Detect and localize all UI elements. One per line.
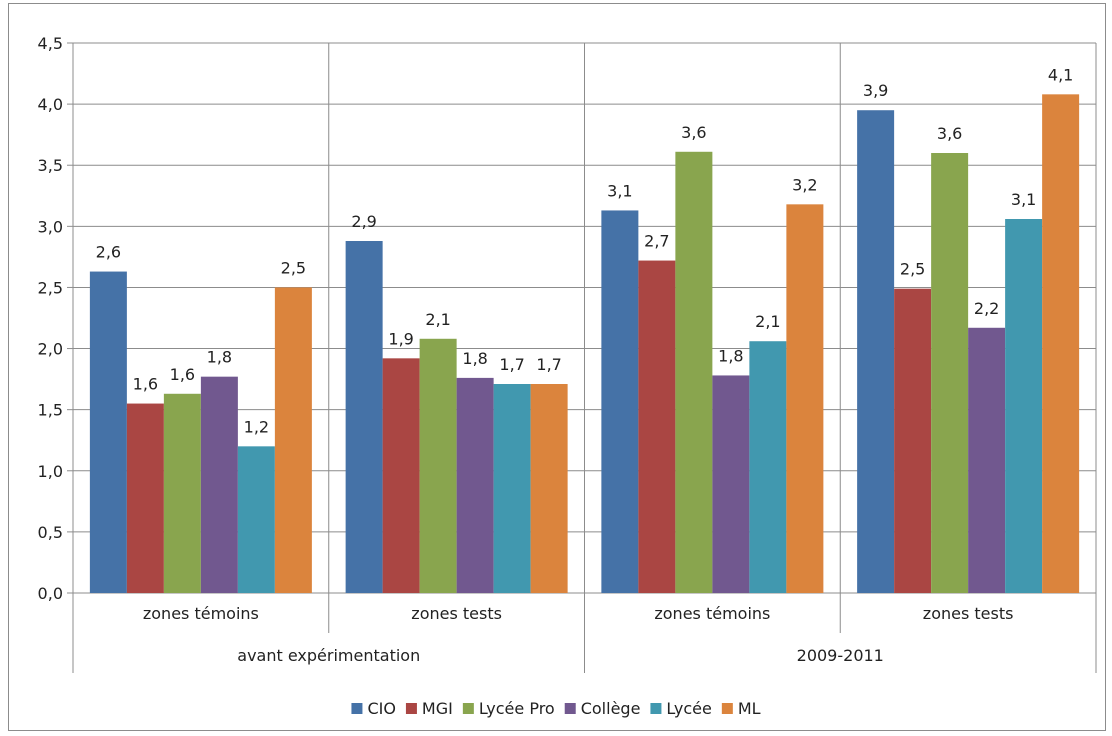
- y-tick-label: 4,5: [38, 34, 63, 53]
- data-label: 4,1: [1048, 65, 1073, 84]
- group-label: 2009-2011: [797, 646, 884, 665]
- legend-label: Lycée Pro: [479, 699, 555, 718]
- data-label: 2,9: [351, 212, 376, 231]
- data-label: 3,6: [937, 124, 962, 143]
- bar-mgi: [382, 358, 420, 593]
- bar-collège: [712, 375, 750, 593]
- data-label: 2,7: [644, 232, 669, 251]
- data-label: 3,9: [863, 81, 888, 100]
- bar-cio: [345, 241, 383, 593]
- bar-lycée: [1005, 219, 1043, 593]
- bar-ml: [1042, 94, 1080, 593]
- group-label: avant expérimentation: [237, 646, 420, 665]
- legend-swatch: [721, 703, 733, 714]
- data-label: 2,6: [96, 243, 121, 262]
- bar-cio: [857, 110, 895, 593]
- bar-lycée-pro: [675, 151, 713, 593]
- data-label: 2,1: [425, 310, 450, 329]
- bar-cio: [601, 210, 639, 593]
- y-tick-label: 2,5: [38, 278, 63, 297]
- legend-label: CIO: [367, 699, 395, 718]
- data-label: 1,2: [244, 417, 269, 436]
- y-tick-label: 0,5: [38, 523, 63, 542]
- bar-collège: [968, 327, 1006, 593]
- legend-label: Collège: [581, 699, 641, 718]
- legend-label: MGI: [422, 699, 453, 718]
- category-label: zones tests: [411, 604, 502, 623]
- bar-ml: [786, 204, 824, 594]
- bar-lycée-pro: [163, 393, 201, 593]
- data-label: 3,6: [681, 123, 706, 142]
- bar-cio: [89, 271, 127, 593]
- category-label: zones témoins: [143, 604, 259, 623]
- data-label: 2,5: [281, 258, 306, 277]
- data-label: 1,8: [718, 346, 743, 365]
- category-label: zones tests: [923, 604, 1014, 623]
- bar-lycée: [749, 341, 787, 593]
- data-label: 2,2: [974, 299, 999, 318]
- data-label: 3,1: [607, 181, 632, 200]
- y-tick-label: 1,5: [38, 401, 63, 420]
- legend-swatch: [650, 703, 662, 714]
- data-label: 1,6: [133, 375, 158, 394]
- legend-label: Lycée: [666, 699, 711, 718]
- y-tick-label: 3,5: [38, 156, 63, 175]
- y-tick-label: 2,0: [38, 340, 63, 359]
- data-label: 3,2: [792, 175, 817, 194]
- data-label: 3,1: [1011, 190, 1036, 209]
- y-tick-label: 1,0: [38, 462, 63, 481]
- category-label: zones témoins: [654, 604, 770, 623]
- bar-mgi: [638, 260, 676, 593]
- bar-lycée: [237, 446, 275, 593]
- y-tick-label: 0,0: [38, 584, 63, 603]
- bar-lycée-pro: [931, 153, 969, 593]
- bar-lycée: [493, 384, 531, 593]
- y-tick-label: 4,0: [38, 95, 63, 114]
- bar-ml: [530, 384, 568, 593]
- y-tick-label: 3,0: [38, 217, 63, 236]
- data-label: 1,6: [170, 365, 195, 384]
- bar-lycée-pro: [419, 338, 457, 593]
- data-label: 2,5: [900, 260, 925, 279]
- data-label: 1,9: [388, 329, 413, 348]
- bar-ml: [274, 287, 312, 593]
- data-label: 1,8: [462, 349, 487, 368]
- bar-mgi: [126, 403, 164, 593]
- legend-swatch: [462, 703, 474, 714]
- data-label: 1,8: [207, 348, 232, 367]
- legend-swatch: [351, 703, 363, 714]
- legend-swatch: [405, 703, 417, 714]
- bar-collège: [456, 377, 494, 593]
- data-label: 1,7: [499, 355, 524, 374]
- legend-label: ML: [738, 699, 761, 718]
- bar-mgi: [894, 288, 932, 593]
- bar-collège: [200, 376, 238, 593]
- data-label: 1,7: [536, 355, 561, 374]
- legend-swatch: [564, 703, 576, 714]
- data-label: 2,1: [755, 312, 780, 331]
